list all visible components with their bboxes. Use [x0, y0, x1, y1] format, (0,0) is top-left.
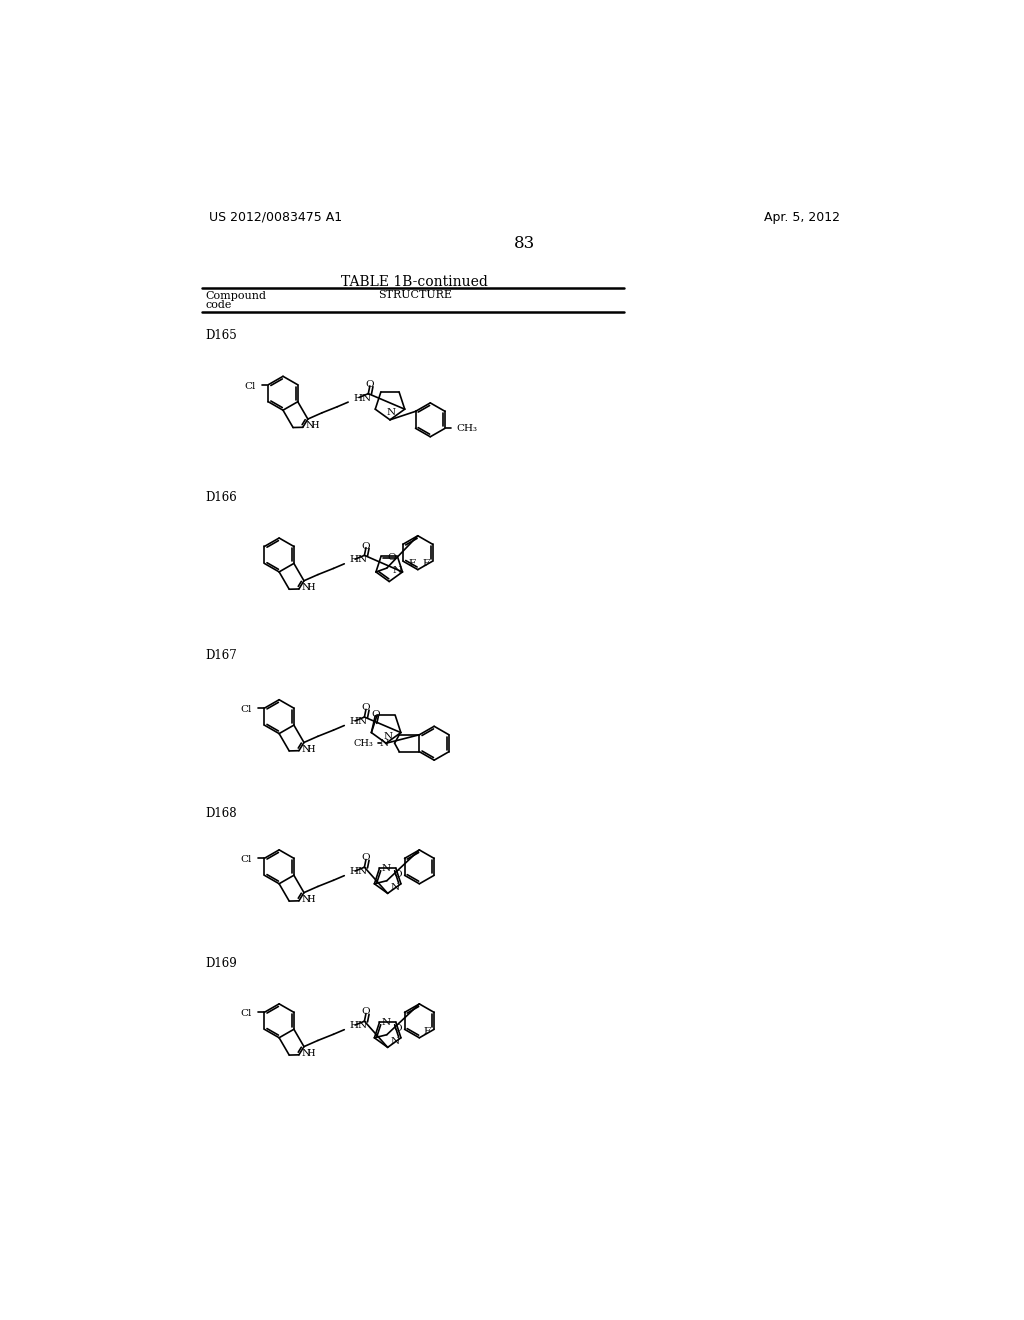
Text: HN: HN — [349, 717, 368, 726]
Text: O: O — [388, 553, 396, 562]
Text: D167: D167 — [206, 649, 238, 661]
Text: Compound: Compound — [206, 290, 266, 301]
Text: D166: D166 — [206, 491, 238, 504]
Text: H: H — [306, 744, 315, 754]
Text: CH₃: CH₃ — [353, 739, 373, 747]
Text: Cl: Cl — [241, 855, 252, 865]
Text: N: N — [305, 421, 314, 430]
Text: TABLE 1B-continued: TABLE 1B-continued — [341, 276, 488, 289]
Text: O: O — [361, 854, 371, 862]
Text: O: O — [361, 704, 371, 713]
Text: H: H — [306, 583, 315, 591]
Text: HN: HN — [349, 867, 368, 876]
Text: F: F — [409, 558, 416, 568]
Text: F: F — [422, 558, 429, 568]
Text: N: N — [301, 1049, 310, 1057]
Text: Cl: Cl — [241, 705, 252, 714]
Text: N: N — [390, 1038, 399, 1047]
Text: F: F — [424, 1027, 431, 1036]
Text: O: O — [393, 1024, 401, 1034]
Text: N: N — [387, 408, 396, 417]
Text: N: N — [392, 566, 401, 576]
Text: N: N — [379, 739, 388, 747]
Text: 83: 83 — [514, 235, 536, 252]
Text: H: H — [306, 1049, 315, 1057]
Text: N: N — [390, 883, 399, 892]
Text: STRUCTURE: STRUCTURE — [378, 290, 452, 301]
Text: Cl: Cl — [245, 381, 256, 391]
Text: O: O — [393, 870, 401, 879]
Text: O: O — [361, 1007, 371, 1016]
Text: O: O — [366, 380, 374, 389]
Text: N: N — [383, 731, 392, 741]
Text: N: N — [301, 895, 310, 904]
Text: CH₃: CH₃ — [456, 424, 477, 433]
Text: Cl: Cl — [241, 1010, 252, 1018]
Text: H: H — [306, 895, 315, 904]
Text: O: O — [372, 710, 380, 719]
Text: N: N — [381, 1018, 390, 1027]
Text: Apr. 5, 2012: Apr. 5, 2012 — [764, 211, 840, 224]
Text: N: N — [381, 863, 390, 873]
Text: D168: D168 — [206, 807, 238, 820]
Text: D169: D169 — [206, 957, 238, 970]
Text: HN: HN — [349, 1022, 368, 1031]
Text: D165: D165 — [206, 330, 238, 342]
Text: N: N — [301, 744, 310, 754]
Text: code: code — [206, 300, 231, 310]
Text: HN: HN — [349, 556, 368, 565]
Text: HN: HN — [353, 393, 372, 403]
Text: N: N — [301, 583, 310, 591]
Text: US 2012/0083475 A1: US 2012/0083475 A1 — [209, 211, 342, 224]
Text: H: H — [310, 421, 319, 430]
Text: O: O — [361, 541, 371, 550]
